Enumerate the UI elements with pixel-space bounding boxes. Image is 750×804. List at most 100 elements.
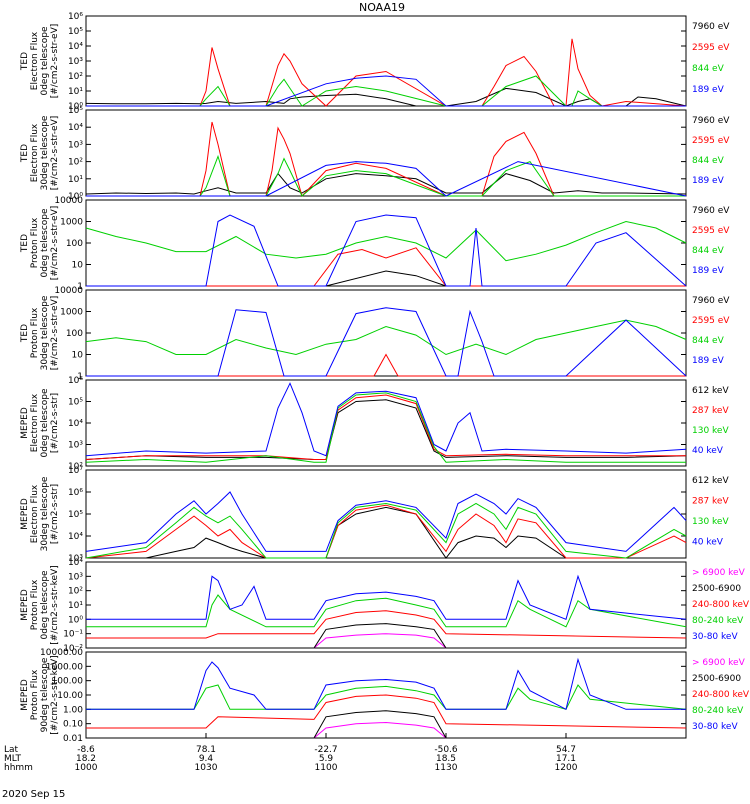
legend-entry: 844 eV [692, 246, 725, 256]
legend-entry: 2595 eV [692, 316, 730, 326]
y-axis-label-line: Proton Flux [30, 217, 40, 268]
series-line [86, 710, 686, 739]
panel-2: 10⁰ 10¹ 10² 10³ 10⁴ 10⁵ TEDElectron Flux30deg … [20, 106, 730, 202]
series-line [86, 307, 687, 377]
series-line [85, 382, 687, 457]
legend-entry: 189 eV [692, 85, 725, 95]
panel-frame [85, 561, 687, 649]
y-tick-label: 10.00 [57, 691, 83, 701]
series-line [85, 172, 687, 195]
legend-entry: 130 keV [692, 426, 729, 436]
legend-entry: 844 eV [692, 336, 725, 346]
legend-entry: > 6900 keV [692, 568, 746, 578]
y-tick-label: 10⁵ [68, 510, 83, 520]
series-line [86, 38, 687, 107]
y-axis-label-line: TED [20, 234, 30, 253]
y-tick-label: 1 [77, 282, 83, 292]
series-line [86, 657, 686, 711]
x-tick-label: 17.1 [556, 754, 576, 764]
series-line [85, 491, 687, 552]
y-tick-label: 10⁴ [68, 532, 83, 542]
y-tick-label: 10¹ [68, 601, 83, 611]
y-tick-label: 10⁻¹ [63, 630, 83, 640]
y-tick-label: 10⁴ [68, 558, 83, 568]
x-tick-label: -22.7 [314, 745, 337, 755]
y-axis-label-line: Electron Flux [30, 31, 40, 90]
y-axis-label-line: 0deg telescope [40, 388, 50, 458]
y-axis-label-line: MEPED [20, 589, 30, 621]
series-line [85, 319, 687, 356]
y-axis-label-line: TED [20, 52, 30, 71]
y-axis-label-line: [#/cm2-s-str] [50, 484, 60, 544]
y-tick-label: 10⁰ [68, 615, 83, 625]
y-tick-label: 10² [68, 462, 83, 472]
y-tick-label: 10⁴ [68, 123, 83, 133]
y-axis-label-line: Proton Flux [30, 579, 40, 630]
y-tick-label: 100 [66, 239, 83, 249]
y-tick-label: 10 [72, 351, 84, 361]
y-axis-label-line: 30deg telescope [40, 476, 50, 551]
series-line [85, 220, 687, 262]
y-tick-label: 0.01 [63, 734, 83, 744]
y-axis-label-line: 30deg telescope [40, 115, 50, 190]
x-tick-label: -8.6 [77, 745, 95, 755]
x-tick-label: 1100 [315, 763, 338, 773]
series-line [86, 121, 686, 197]
x-tick-label: 18.5 [436, 754, 456, 764]
series-line [86, 633, 686, 649]
y-axis-label: MEPEDElectron Flux0deg telescope[#/cm2-s… [20, 388, 60, 458]
legend-entry: 2595 eV [692, 43, 730, 53]
series-line [86, 75, 686, 107]
x-tick-label: 54.7 [556, 745, 576, 755]
y-tick-label: 10³ [68, 572, 83, 582]
series-line [86, 161, 687, 197]
legend-entry: 240-800 keV [692, 690, 750, 700]
y-tick-label: 1 [77, 372, 83, 382]
y-tick-label: 1000 [60, 308, 83, 318]
y-axis-label-line: [#/cm2-s-str-keV] [50, 565, 60, 644]
x-tick-label: 1200 [555, 763, 578, 773]
series-line [86, 694, 687, 729]
panel-frame [85, 15, 687, 107]
y-axis-label-line: Electron Flux [30, 484, 40, 543]
y-tick-label: 0.10 [63, 720, 83, 730]
y-tick-label: 10⁰ [68, 192, 83, 202]
series-line [86, 623, 686, 649]
y-axis-label: TEDProton Flux0deg telescope[#/cm2-s-str… [20, 206, 60, 281]
date-label: 2020 Sep 15 [2, 789, 65, 800]
y-tick-label: 10² [68, 72, 83, 82]
legend-entry: 612 keV [692, 476, 729, 486]
legend-entry: 7960 eV [692, 206, 730, 216]
y-axis-label-line: Proton Flux [30, 669, 40, 720]
legend-entry: 612 keV [692, 386, 729, 396]
legend-entry: 7960 eV [692, 116, 730, 126]
y-axis-label: TEDElectron Flux30deg telescope[#/cm2-s-… [20, 115, 60, 190]
y-tick-label: 10000.00 [40, 648, 83, 658]
panel-1: 10⁰ 10¹ 10² 10³ 10⁴ 10⁵ 10⁶ TEDElectron Flux0de… [20, 12, 730, 112]
y-tick-label: 10⁶ [68, 376, 83, 386]
y-tick-label: 10¹ [68, 175, 83, 185]
y-tick-label: 10⁴ [68, 42, 83, 52]
series-line [85, 502, 687, 559]
panel-6: 10³ 10⁴ 10⁵ 10⁶ 10⁷ MEPEDElectron Flux30deg t… [20, 466, 729, 564]
series-line [86, 574, 687, 620]
y-tick-label: 10³ [68, 57, 83, 67]
legend-entry: 240-800 keV [692, 600, 750, 610]
y-axis-label-line: [#/cm2-s-str] [50, 393, 60, 453]
legend-entry: 7960 eV [692, 296, 730, 306]
series-line [85, 392, 686, 463]
legend-entry: > 6900 keV [692, 658, 746, 668]
y-axis-label-line: [#/cm2-s-str-eV] [50, 24, 60, 99]
y-axis-label-line: [#/cm2-s-str-eV] [50, 296, 60, 371]
y-axis-label-line: MEPED [20, 679, 30, 711]
y-axis-label-line: [#/cm2-s-str-eV] [50, 206, 60, 281]
panel-8: 0.010.101.0010.00100.001000.0010000.00ME… [20, 648, 750, 744]
y-axis-label: TEDElectron Flux0deg telescope[#/cm2-s-s… [20, 24, 60, 99]
series-line [86, 506, 686, 559]
series-line [86, 610, 687, 639]
x-tick-label: 5.9 [319, 754, 334, 764]
